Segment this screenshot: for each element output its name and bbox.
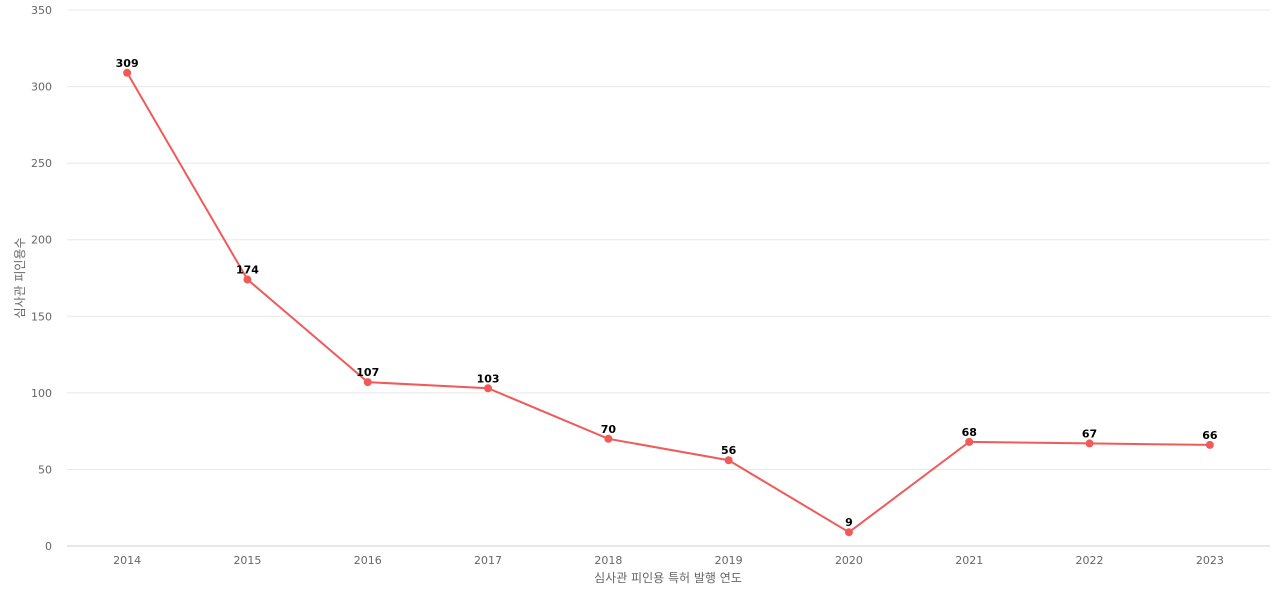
series-line (126, 72, 1210, 534)
y-tick-label: 50 (38, 463, 52, 476)
data-point (243, 275, 252, 284)
x-axis-title: 심사관 피인용 특허 발행 연도 (594, 570, 742, 585)
data-point (724, 456, 733, 465)
y-tick-label: 350 (31, 4, 52, 17)
x-tick-label: 2018 (594, 554, 622, 567)
data-label: 70 (601, 423, 617, 436)
data-point (1205, 440, 1214, 449)
data-point (484, 384, 493, 393)
gridlines (67, 9, 1270, 470)
data-point (123, 68, 132, 77)
data-point (844, 528, 853, 537)
y-axis-ticks: 0 50 100 150 200 250 300 350 (31, 4, 52, 553)
data-label: 9 (845, 516, 853, 529)
x-tick-label: 2019 (715, 554, 743, 567)
x-axis-ticks: 2014 2015 2016 2017 2018 2019 2020 2021 2022 2023 (113, 554, 1224, 567)
x-tick-label: 2021 (955, 554, 983, 567)
data-label: 68 (962, 426, 977, 439)
x-tick-label: 2023 (1196, 554, 1224, 567)
data-point (604, 434, 613, 443)
x-tick-label: 2022 (1076, 554, 1104, 567)
data-label: 309 (116, 57, 139, 70)
y-tick-label: 150 (31, 310, 52, 323)
data-label: 103 (477, 372, 500, 385)
x-tick-label: 2017 (474, 554, 502, 567)
data-label: 107 (356, 366, 379, 379)
data-labels: 309 174 107 103 70 56 9 68 67 66 (116, 57, 1218, 529)
data-point (363, 378, 372, 387)
x-tick-label: 2020 (835, 554, 863, 567)
y-tick-label: 100 (31, 387, 52, 400)
data-point (965, 437, 974, 446)
y-tick-label: 300 (31, 81, 52, 94)
data-points (123, 68, 1214, 537)
y-tick-label: 250 (31, 157, 52, 170)
data-label: 66 (1202, 429, 1218, 442)
data-point (1085, 439, 1094, 448)
data-label: 56 (721, 444, 737, 457)
x-tick-label: 2014 (113, 554, 141, 567)
y-axis-title: 심사관 피인용수 (13, 237, 27, 318)
data-label: 67 (1082, 427, 1097, 440)
y-tick-label: 200 (31, 234, 52, 247)
x-tick-label: 2015 (233, 554, 261, 567)
y-tick-label: 0 (45, 540, 52, 553)
x-tick-label: 2016 (354, 554, 382, 567)
data-label: 174 (236, 264, 259, 277)
